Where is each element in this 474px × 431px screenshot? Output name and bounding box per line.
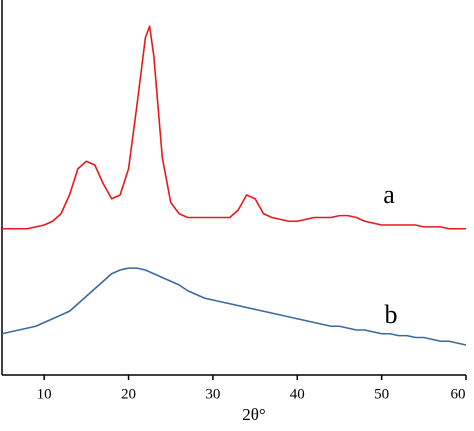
x-tick-label: 40	[290, 386, 305, 402]
x-axis-label: 2θ°	[242, 405, 265, 424]
annotation: b	[385, 300, 398, 329]
x-tick-label: 20	[121, 386, 136, 402]
x-tick-label: 30	[205, 386, 220, 402]
x-tick-label: 60	[451, 386, 466, 402]
x-tick-label: 10	[37, 386, 52, 402]
data-line	[1, 267, 467, 346]
x-tick-label: 50	[374, 386, 389, 402]
annotation: a	[383, 180, 395, 209]
data-line	[2, 25, 466, 230]
